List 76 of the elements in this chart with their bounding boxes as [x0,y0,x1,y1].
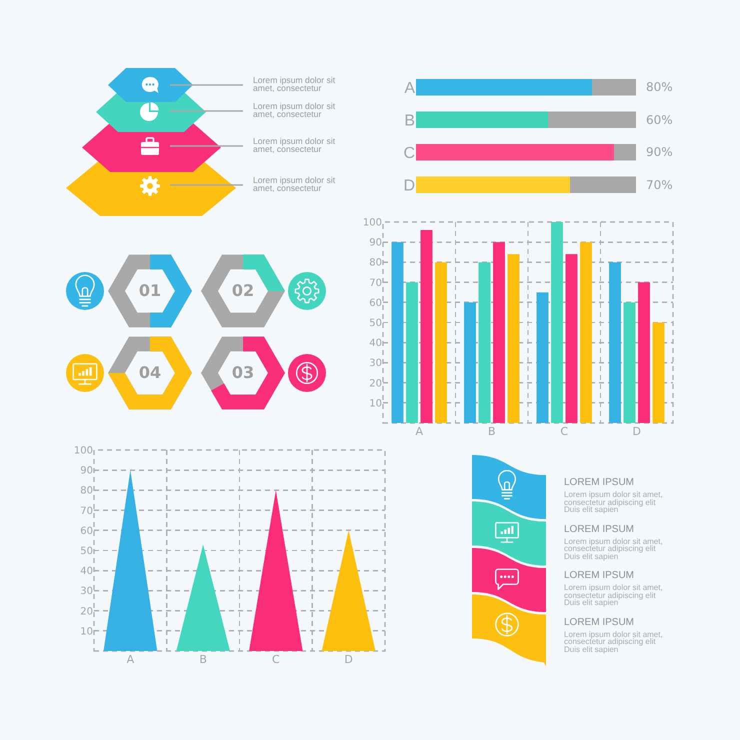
text: LOREM IPSUM [564,477,634,489]
y-tick-label: 20 [369,378,382,390]
bar [638,282,650,423]
bar [416,111,548,128]
y-tick-label: 50 [80,546,93,557]
y-tick-label: 90 [369,238,382,249]
y-tick-label: 80 [369,258,382,269]
bar [493,242,505,423]
text: Lorem ipsum dolor sit amet, consectetur [253,75,336,93]
y-tick-label: 90 [80,466,93,477]
x-tick-label: C [272,653,280,666]
x-tick-label: D [632,425,641,438]
bar [435,262,447,423]
y-tick-label: A [404,80,416,97]
y-tick-label: 70 [369,278,382,289]
text: Lorem ipsum dolor sit amet, consectetur adipiscing elit Duis elit sapien [564,490,664,514]
y-tick-label: 100 [362,218,382,228]
bar [406,282,418,423]
data-label: 70% [646,178,673,192]
y-tick-label: B [404,112,415,130]
bar [614,144,636,161]
y-tick-label: D [403,177,415,194]
y-tick-label: C [403,144,415,162]
text: 04 [138,363,162,383]
bar [508,254,520,423]
bar [536,292,548,423]
y-tick-label: 60 [80,526,93,537]
text: 02 [230,281,256,301]
text: Lorem ipsum dolor sit amet, consectetur [253,136,336,154]
y-tick-label: 10 [80,626,93,638]
bar [570,176,636,194]
y-tick-label: 40 [369,338,382,350]
y-tick-label: 30 [369,358,382,370]
bar [464,302,476,423]
y-tick-label: 40 [80,566,93,578]
text: Lorem ipsum dolor sit amet, consectetur [253,101,336,119]
bar [551,222,563,423]
text: 01 [138,281,162,301]
x-tick-label: A [415,425,424,438]
bar [652,322,664,423]
y-tick-label: 60 [369,298,382,309]
x-tick-label: C [560,425,568,438]
bar [566,254,578,423]
text: LOREM IPSUM [564,616,634,628]
data-label: 90% [646,145,673,159]
text: Lorem ipsum dolor sit amet, consectetur [253,175,336,193]
y-tick-label: 20 [80,606,93,618]
text: Lorem ipsum dolor sit amet, consectetur adipiscing elit Duis elit sapien [564,583,664,608]
bar [420,230,432,423]
data-label: 80% [646,80,673,94]
y-tick-label: 50 [369,318,382,329]
y-tick-label: 100 [74,446,93,456]
bar [548,111,636,128]
bar [592,78,636,96]
text: Lorem ipsum dolor sit amet, consectetur adipiscing elit Duis elit sapien [564,630,664,654]
x-tick-label: B [199,653,207,666]
data-label: 60% [646,113,673,127]
text: 03 [230,363,256,383]
x-tick-label: A [126,653,135,666]
bar [624,302,636,423]
text: Lorem ipsum dolor sit amet, consectetur adipiscing elit Duis elit sapien [564,536,664,561]
y-tick-label: 10 [369,398,382,410]
x-tick-label: D [344,653,353,666]
y-tick-label: 30 [80,586,93,598]
text: LOREM IPSUM [564,524,634,536]
bar [416,78,592,96]
y-tick-label: 70 [80,506,93,517]
x-tick-label: B [488,425,496,438]
bar [580,242,592,423]
y-tick-label: 80 [80,486,93,497]
bar [609,262,621,423]
bar [478,262,490,423]
bar [392,242,404,423]
bar [416,144,614,161]
bar [416,176,570,194]
text: LOREM IPSUM [564,570,634,582]
